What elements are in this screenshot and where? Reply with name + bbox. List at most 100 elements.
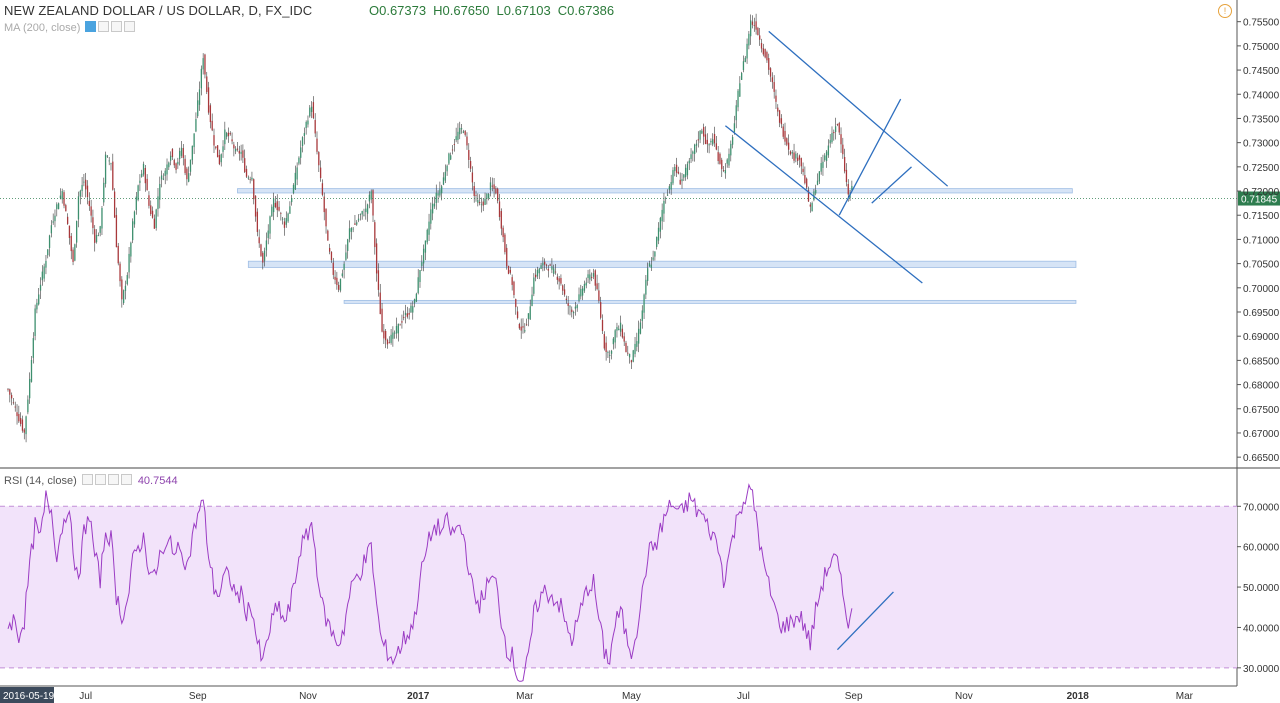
candle-body <box>547 268 549 271</box>
candle-body <box>47 249 49 256</box>
candle-body <box>61 191 63 200</box>
candle-body <box>184 158 186 174</box>
alert-icon[interactable]: ! <box>1218 4 1232 18</box>
candle-body <box>422 248 425 264</box>
candle-body <box>10 394 13 399</box>
candle-body <box>621 328 624 338</box>
candle-body <box>431 203 434 214</box>
candle-body <box>565 298 568 300</box>
candle-body <box>300 147 302 158</box>
candle-body <box>106 155 109 157</box>
candle-body <box>469 161 472 169</box>
candle-body <box>112 161 114 190</box>
candle-body <box>406 313 408 317</box>
candle-body <box>426 229 428 243</box>
candle-body <box>278 206 280 211</box>
price-tick-label: 0.75000 <box>1243 42 1280 53</box>
ma-indicator-label[interactable]: MA (200, close) <box>4 21 136 34</box>
candle-body <box>500 211 502 229</box>
add-icon[interactable] <box>107 474 119 485</box>
candle-body <box>417 277 419 294</box>
price-tick-label: 0.75500 <box>1243 18 1280 29</box>
candle-body <box>809 204 811 207</box>
candle-body <box>413 299 416 304</box>
candle-body <box>491 185 493 187</box>
candle-body <box>375 243 378 274</box>
candle-body <box>834 126 837 133</box>
candle-body <box>773 82 775 92</box>
candle-body <box>314 120 316 134</box>
candle-body <box>72 249 74 262</box>
candle-body <box>782 126 784 137</box>
candle-body <box>717 152 719 162</box>
candle-body <box>571 309 573 313</box>
close-icon[interactable] <box>124 21 136 32</box>
candle-body <box>90 206 92 216</box>
candle-body <box>155 209 157 229</box>
candle-body <box>827 145 830 156</box>
time-tick-label: 2017 <box>407 691 430 702</box>
settings-icon[interactable] <box>98 21 110 32</box>
rsi-tick-label: 70.0000 <box>1243 502 1280 513</box>
candle-body <box>345 252 347 260</box>
candle-body <box>218 155 221 165</box>
time-tick-label: Mar <box>1176 691 1194 702</box>
candle-body <box>343 263 345 270</box>
close-icon[interactable] <box>120 474 132 485</box>
candle-body <box>444 171 446 181</box>
candle-body <box>216 145 219 158</box>
candle-body <box>708 144 710 146</box>
candle-body <box>511 277 513 285</box>
candle-body <box>115 215 118 248</box>
candle-body <box>466 136 468 146</box>
candle-body <box>522 326 524 328</box>
candle-body <box>175 163 177 170</box>
candle-body <box>388 342 390 344</box>
rsi-trendline <box>836 591 894 651</box>
candle-body <box>605 342 607 353</box>
candle-body <box>285 218 287 225</box>
candle-body <box>254 195 257 217</box>
candle-body <box>757 27 759 36</box>
candle-body <box>607 351 609 353</box>
candle-body <box>663 200 665 214</box>
candle-body <box>298 157 300 164</box>
candle-body <box>567 303 569 306</box>
price-tick-label: 0.70500 <box>1243 260 1280 271</box>
eye-icon[interactable] <box>85 21 97 32</box>
price-tick-label: 0.69000 <box>1243 332 1280 343</box>
candle-body <box>652 257 654 260</box>
candle-body <box>77 196 80 220</box>
candle-body <box>253 179 255 200</box>
candle-body <box>30 359 33 382</box>
candle-body <box>742 61 745 71</box>
candle-body <box>121 279 123 300</box>
candle-body <box>697 139 699 141</box>
high-value: H0.67650 <box>433 3 490 18</box>
rsi-indicator-label[interactable]: RSI (14, close) 40.7544 <box>4 474 178 487</box>
candle-body <box>133 211 136 225</box>
candle-body <box>831 132 833 143</box>
candle-body <box>101 207 103 229</box>
candle-body <box>352 228 354 230</box>
candle-body <box>647 268 649 281</box>
candle-body <box>162 178 165 180</box>
candle-body <box>39 284 42 291</box>
add-icon[interactable] <box>111 21 123 32</box>
candle-body <box>507 265 510 274</box>
candle-body <box>509 269 511 273</box>
candle-body <box>383 330 385 339</box>
candle-body <box>694 144 696 154</box>
candle-body <box>370 191 372 200</box>
candle-body <box>484 198 486 205</box>
settings-icon[interactable] <box>94 474 106 485</box>
candle-body <box>225 132 228 137</box>
candle-body <box>122 290 125 304</box>
candle-body <box>777 107 779 112</box>
candle-body <box>816 180 819 185</box>
eye-icon[interactable] <box>81 474 93 485</box>
time-tick-label: Nov <box>955 691 973 702</box>
time-tick-label: Sep <box>845 691 863 702</box>
candle-body <box>690 154 692 160</box>
